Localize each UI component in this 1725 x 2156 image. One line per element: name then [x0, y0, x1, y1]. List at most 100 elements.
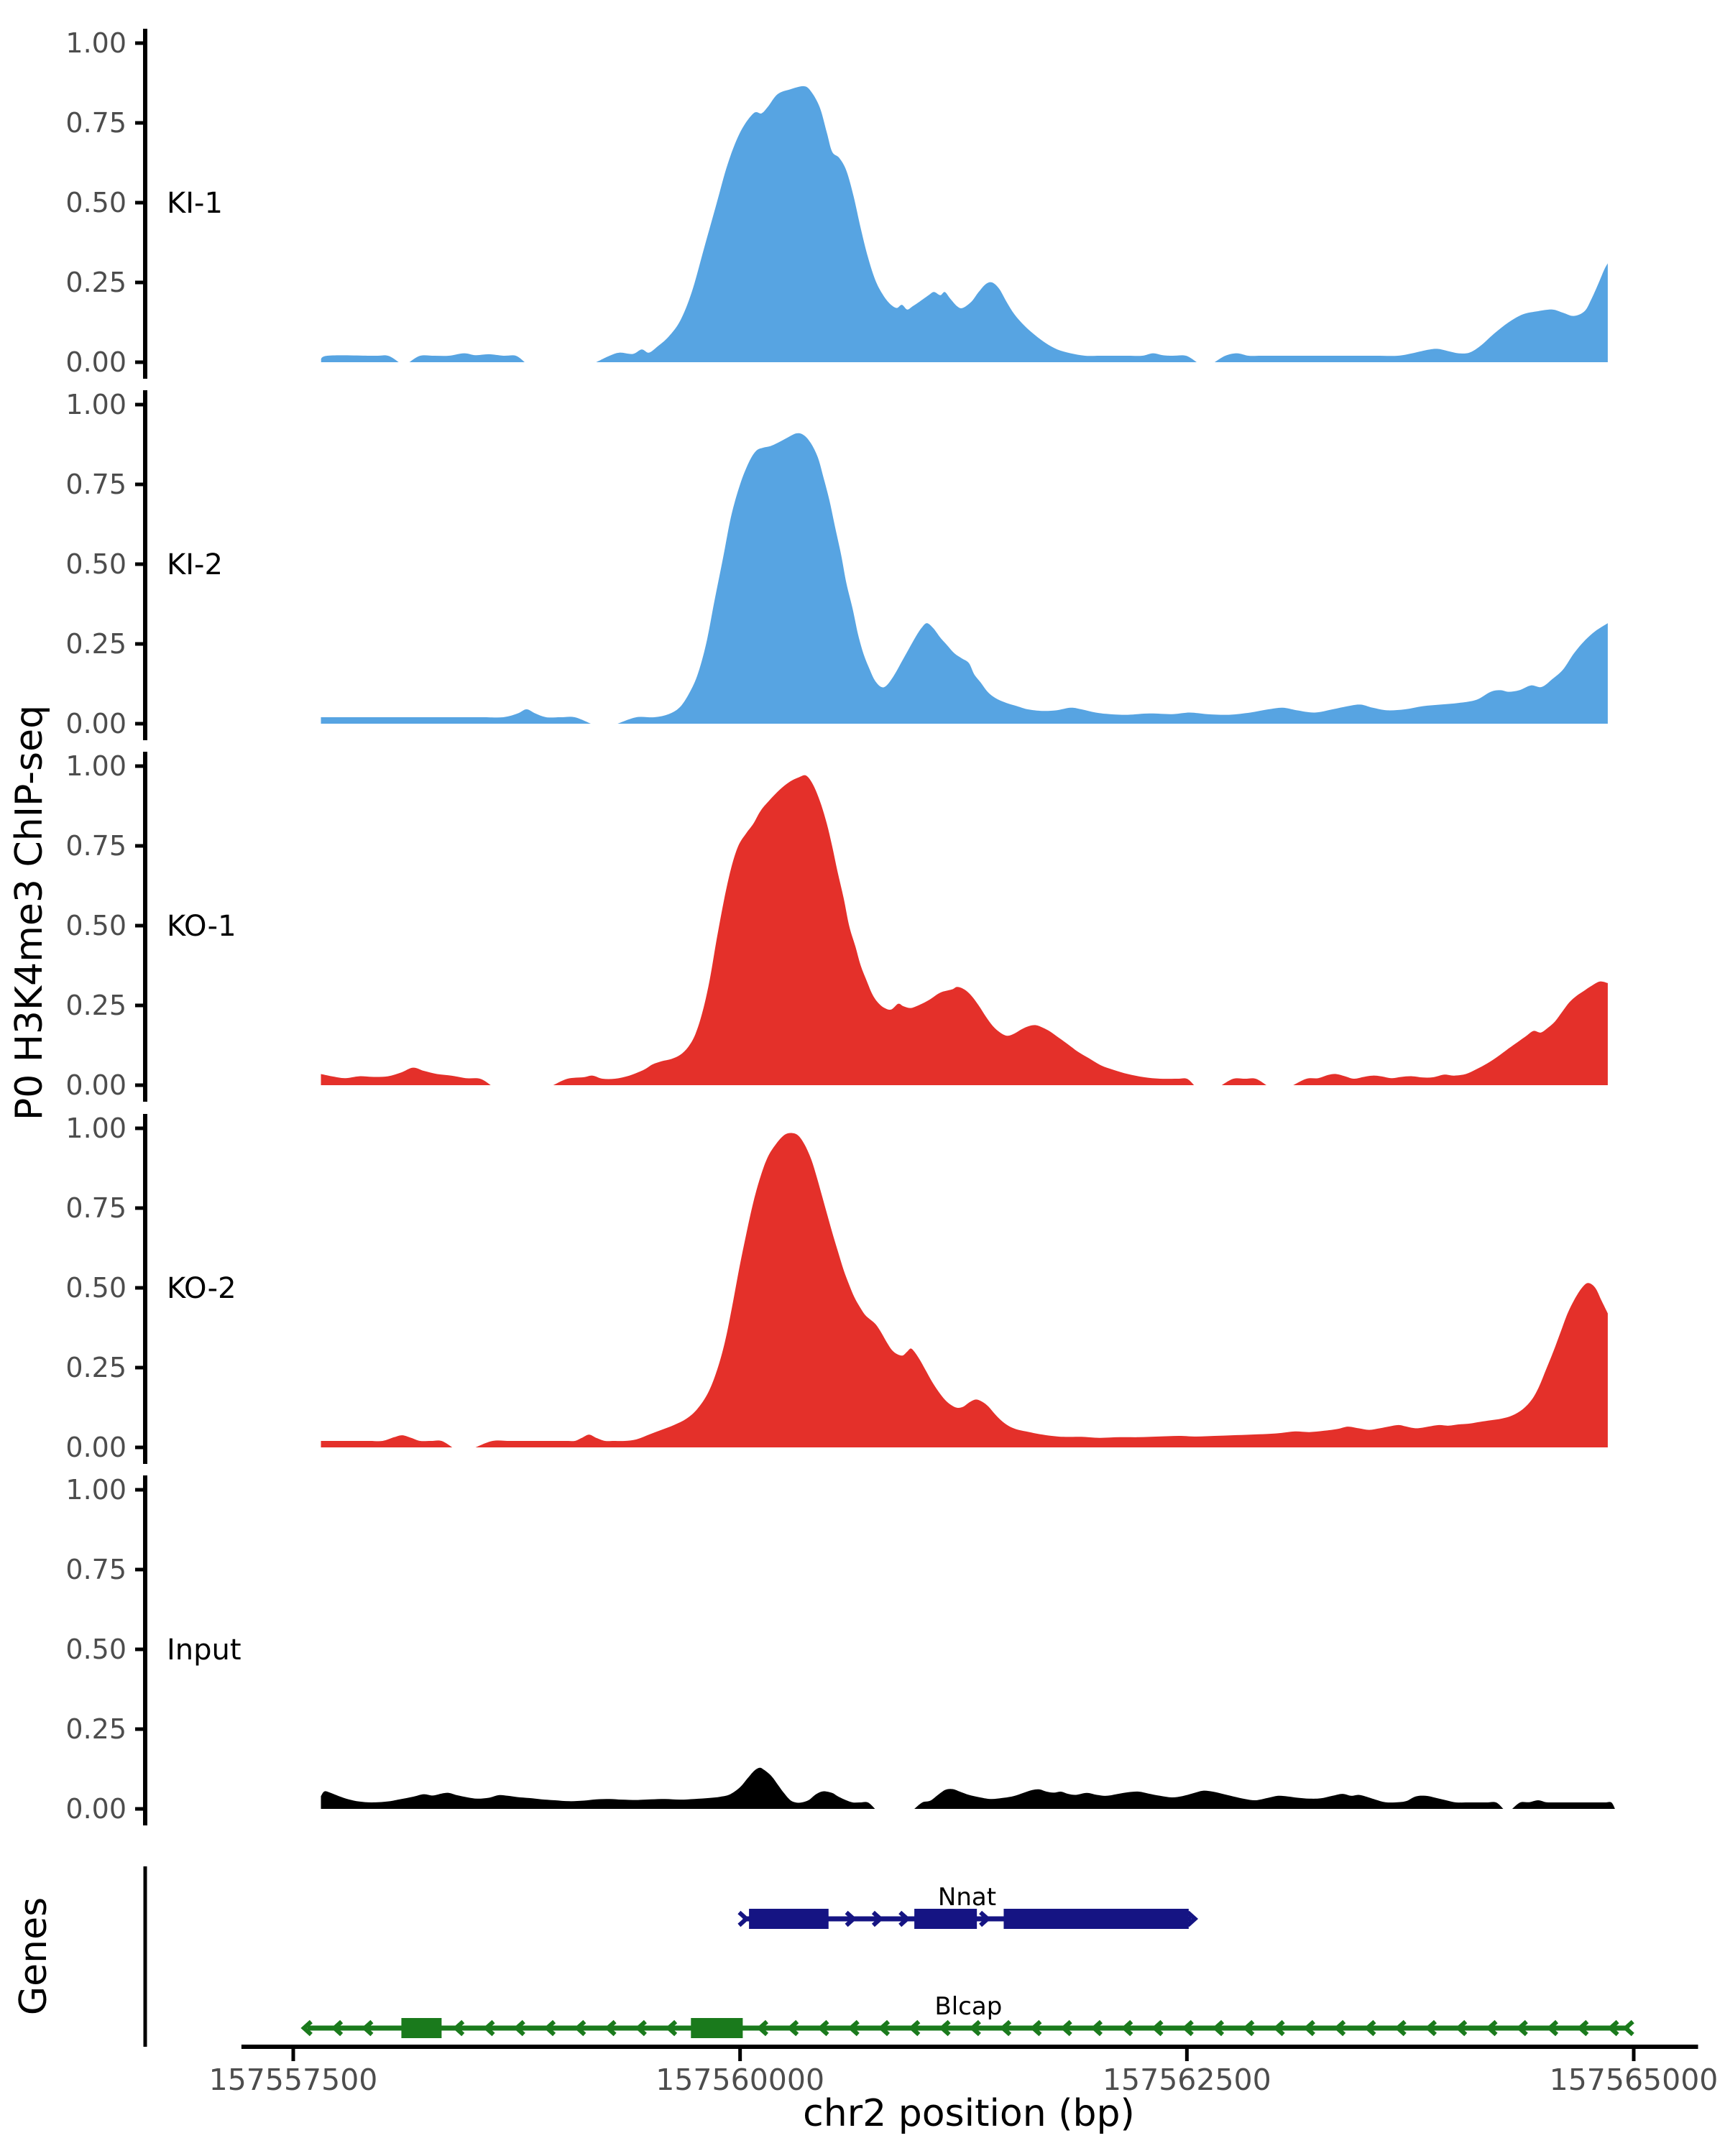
y-tick-label: 0.00	[65, 1432, 126, 1463]
strand-arrow-icon	[1516, 2019, 1528, 2037]
y-tick-label: 0.00	[65, 1069, 126, 1101]
strand-arrow-icon	[300, 2019, 313, 2037]
strand-arrow-icon	[574, 2019, 586, 2037]
y-tick-label: 0.00	[65, 1793, 126, 1825]
signal-area	[321, 1435, 453, 1447]
strand-arrow-icon	[1333, 2019, 1346, 2037]
signal-area	[321, 1067, 491, 1085]
strand-arrow-icon	[939, 2019, 951, 2037]
strand-arrow-icon	[1186, 1910, 1199, 1927]
signal-area	[617, 433, 1608, 724]
strand-arrow-icon	[847, 2019, 860, 2037]
strand-arrow-icon	[1242, 2019, 1255, 2037]
strand-arrow-icon	[1546, 2019, 1559, 2037]
track-label: KO-1	[167, 910, 236, 943]
y-tick-label: 0.50	[65, 187, 126, 218]
strand-arrow-icon	[1455, 2019, 1468, 2037]
strand-arrow-icon	[1486, 2019, 1498, 2037]
exon-box	[1003, 1909, 1189, 1929]
y-tick-label: 0.25	[65, 1713, 126, 1745]
y-tick-label: 0.25	[65, 990, 126, 1021]
signal-area	[475, 1133, 1608, 1447]
track-label: KI-2	[167, 548, 223, 581]
signal-area	[409, 353, 525, 362]
strand-arrow-icon	[635, 2019, 647, 2037]
signal-tracks: 0.00 0.25 0.50 0.75 1.00 KI-1 0.00 0.25 0.50 0.75…	[65, 27, 1615, 1825]
strand-arrow-icon	[737, 1910, 750, 1927]
strand-arrow-icon	[1622, 2019, 1634, 2037]
strand-arrow-icon	[1182, 2019, 1194, 2037]
strand-arrow-icon	[1029, 2019, 1042, 2037]
strand-arrow-icon	[871, 1910, 884, 1927]
signal-area	[914, 1789, 1504, 1809]
strand-arrow-icon	[604, 2019, 617, 2037]
track-ko-2: 0.00 0.25 0.50 0.75 1.00 KO-2	[65, 1112, 1608, 1464]
track-input: 0.00 0.25 0.50 0.75 1.00 Input	[65, 1474, 1615, 1825]
exon-box	[401, 2018, 442, 2038]
y-tick-label: 1.00	[65, 389, 126, 420]
strand-arrow-icon	[1121, 2019, 1133, 2037]
signal-area	[1512, 1800, 1615, 1809]
strand-arrow-icon	[1212, 2019, 1225, 2037]
strand-arrow-icon	[452, 2019, 465, 2037]
strand-arrow-icon	[543, 2019, 556, 2037]
strand-arrow-icon	[786, 2019, 799, 2037]
strand-arrow-icon	[898, 1910, 911, 1927]
signal-area	[321, 1767, 875, 1809]
signal-area	[321, 709, 591, 724]
y-tick-label: 0.50	[65, 1634, 126, 1665]
gene-nnat: Nnat	[737, 1883, 1199, 1929]
track-label: Input	[167, 1634, 242, 1667]
x-axis: 157557500 157560000 157562500 157565000	[209, 2045, 1718, 2097]
genes-panel-title: Genes	[12, 1897, 55, 2015]
strand-arrow-icon	[1576, 2019, 1589, 2037]
y-tick-label: 1.00	[65, 27, 126, 59]
gene-label: Blcap	[934, 1992, 1002, 2021]
x-axis-title: chr2 position (bp)	[803, 2092, 1135, 2135]
x-tick-label: 157562500	[1103, 2063, 1271, 2097]
strand-arrow-icon	[1425, 2019, 1438, 2037]
strand-arrow-icon	[1151, 2019, 1164, 2037]
y-tick-label: 0.25	[65, 1352, 126, 1383]
exon-box	[749, 1909, 829, 1929]
y-axis-title: P0 H3K4me3 ChIP-seq	[8, 705, 51, 1120]
y-tick-label: 0.25	[65, 267, 126, 298]
y-tick-label: 1.00	[65, 1474, 126, 1506]
strand-arrow-icon	[979, 1910, 991, 1927]
signal-area	[1214, 263, 1608, 362]
signal-area	[553, 775, 1195, 1085]
strand-arrow-icon	[1303, 2019, 1315, 2037]
y-tick-label: 0.75	[65, 1192, 126, 1224]
track-ki-2: 0.00 0.25 0.50 0.75 1.00 KI-2	[65, 389, 1608, 740]
gene-blcap: Blcap	[300, 1992, 1634, 2038]
track-label: KI-1	[167, 187, 223, 220]
strand-arrow-icon	[908, 2019, 921, 2037]
exon-box	[691, 2018, 743, 2038]
strand-arrow-icon	[665, 2019, 678, 2037]
genes-panel: Nnat Blcap	[143, 1866, 1634, 2047]
strand-arrow-icon	[1607, 2019, 1619, 2037]
x-tick-label: 157560000	[656, 2063, 824, 2097]
exon-box	[914, 1909, 978, 1929]
y-tick-label: 0.75	[65, 830, 126, 862]
y-tick-label: 0.50	[65, 548, 126, 580]
y-tick-label: 0.50	[65, 1272, 126, 1304]
y-tick-label: 0.50	[65, 910, 126, 941]
signal-area	[1293, 981, 1608, 1085]
x-tick-label: 157557500	[209, 2063, 378, 2097]
signal-area	[1221, 1078, 1266, 1085]
strand-arrow-icon	[361, 2019, 374, 2037]
strand-arrow-icon	[1060, 2019, 1072, 2037]
strand-arrow-icon	[331, 2019, 344, 2037]
track-ki-1: 0.00 0.25 0.50 0.75 1.00 KI-1	[65, 27, 1608, 379]
y-tick-label: 1.00	[65, 750, 126, 782]
strand-arrow-icon	[878, 2019, 891, 2037]
strand-arrow-icon	[817, 2019, 829, 2037]
strand-arrow-icon	[1394, 2019, 1407, 2037]
y-tick-label: 1.00	[65, 1112, 126, 1144]
y-tick-label: 0.00	[65, 708, 126, 740]
signal-area	[321, 355, 399, 362]
strand-arrow-icon	[969, 2019, 981, 2037]
track-ko-1: 0.00 0.25 0.50 0.75 1.00 KO-1	[65, 750, 1608, 1102]
